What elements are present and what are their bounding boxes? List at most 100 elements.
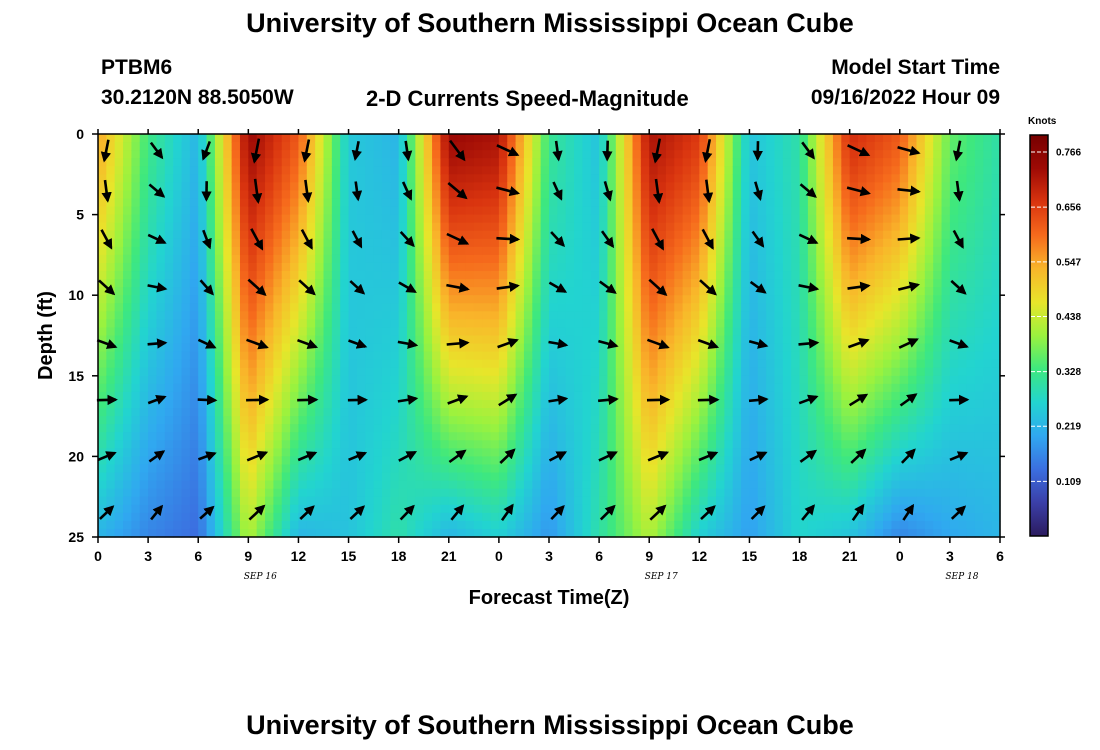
heat-cell [465, 134, 475, 143]
heat-cell [766, 512, 776, 522]
heat-cell [799, 150, 809, 159]
heat-cell [315, 488, 325, 498]
heat-cell [908, 520, 918, 530]
heat-cell [515, 488, 525, 498]
heat-cell [590, 166, 600, 175]
heat-cell [298, 408, 308, 417]
heat-cell [281, 238, 291, 248]
heat-cell [716, 359, 725, 369]
heat-cell [465, 327, 475, 337]
heat-cell [549, 166, 558, 175]
heat-cell [523, 335, 533, 345]
heat-cell [883, 512, 893, 522]
heat-cell [549, 158, 558, 167]
heat-cell [883, 480, 893, 490]
heat-cell [824, 448, 834, 457]
heat-cell [832, 383, 842, 393]
heat-cell [131, 416, 141, 425]
heat-cell [407, 416, 416, 425]
heat-cell [866, 375, 876, 385]
heat-cell [565, 448, 575, 457]
heat-cell [690, 432, 700, 441]
heat-cell [356, 150, 366, 159]
heat-cell [816, 303, 826, 312]
heat-cell [465, 512, 475, 522]
heat-cell [315, 287, 325, 296]
heat-cell [432, 230, 442, 240]
heat-cell [841, 383, 851, 393]
heat-cell [273, 295, 283, 304]
heat-cell [423, 222, 433, 232]
heat-cell [640, 182, 650, 192]
heat-cell [565, 206, 575, 216]
heat-cell [298, 528, 308, 538]
heat-cell [690, 528, 700, 538]
heat-cell [674, 448, 684, 457]
heat-cell [707, 488, 717, 498]
heat-cell [223, 150, 233, 159]
heat-cell [632, 190, 642, 200]
heat-cell [590, 198, 600, 208]
heat-cell [682, 351, 692, 361]
heat-cell [415, 214, 425, 224]
heat-cell [799, 206, 809, 216]
heat-cell [916, 166, 926, 175]
heat-cell [265, 416, 274, 425]
heat-cell [749, 367, 759, 377]
heat-cell [356, 327, 366, 337]
heat-cell [632, 287, 642, 296]
heat-cell [866, 142, 876, 151]
heat-cell [774, 246, 784, 256]
heat-cell [699, 319, 709, 329]
heat-cell [523, 246, 533, 256]
heat-cell [649, 448, 659, 457]
heat-cell [916, 246, 926, 256]
heat-cell [532, 432, 542, 441]
heat-cell [849, 190, 859, 200]
heat-cell [741, 496, 751, 506]
heat-cell [891, 440, 901, 449]
heat-cell [465, 472, 475, 482]
heat-cell [206, 456, 216, 466]
heat-cell [340, 262, 350, 272]
heat-cell [899, 238, 909, 248]
heat-cell [440, 206, 450, 216]
heat-cell [916, 287, 926, 296]
heat-cell [156, 182, 166, 192]
heat-cell [749, 271, 759, 280]
heat-cell [883, 295, 893, 304]
heat-cell [315, 351, 325, 361]
heat-cell [281, 206, 291, 216]
heat-cell [248, 367, 258, 377]
heat-cell [198, 464, 208, 474]
heat-cell [490, 206, 500, 216]
heat-cell [582, 399, 592, 409]
heat-cell [189, 271, 199, 280]
heat-cell [390, 391, 400, 401]
heat-cell [440, 375, 450, 385]
heat-cell [523, 432, 533, 441]
heat-cell [799, 262, 809, 272]
heat-cell [323, 351, 333, 361]
heat-cell [457, 206, 467, 216]
heat-cell [891, 303, 901, 312]
heat-cell [858, 399, 867, 409]
heat-cell [549, 327, 558, 337]
heat-cell [381, 512, 391, 522]
heat-cell [791, 279, 801, 288]
heat-cell [331, 142, 341, 151]
heat-cell [173, 271, 183, 280]
heat-cell [791, 214, 801, 224]
heat-cell [782, 254, 792, 264]
heat-cell [716, 254, 725, 264]
heat-cell [665, 359, 675, 369]
heat-cell [515, 351, 525, 361]
heat-cell [248, 142, 258, 151]
heat-cell [749, 158, 759, 167]
heat-cell [440, 182, 450, 192]
heat-cell [716, 311, 725, 320]
heat-cell [198, 375, 208, 385]
heat-cell [214, 408, 224, 417]
heat-cell [214, 335, 224, 345]
heat-cell [189, 335, 199, 345]
